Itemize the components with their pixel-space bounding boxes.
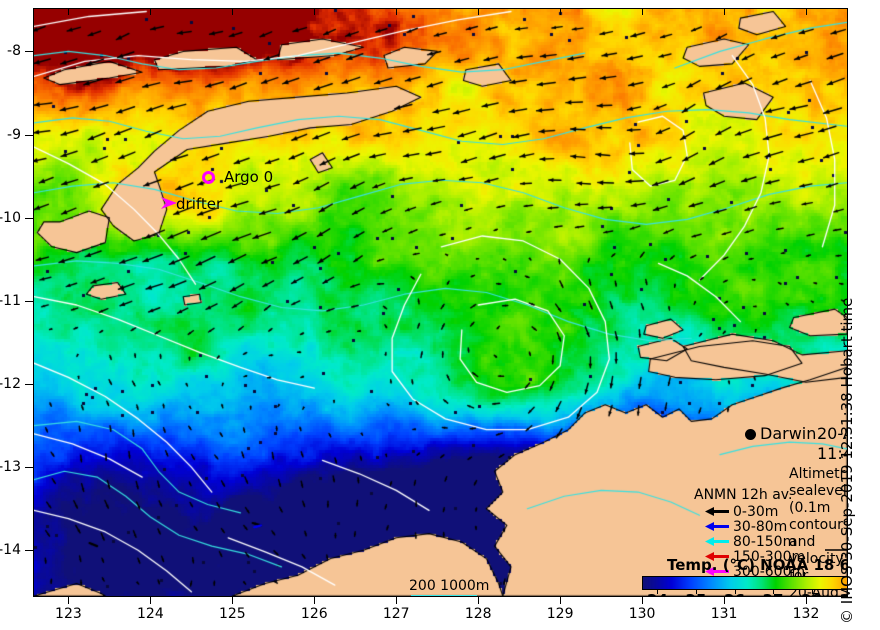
colorbar-title: Temp. (°C) NOAA 18 66% ql>=4 — [667, 556, 847, 574]
info-line: Altimetric sealevel — [789, 466, 847, 499]
x-axis-tick — [560, 597, 562, 604]
argo-float-label: Argo 0 — [224, 168, 274, 186]
anmn-legend-label: 30-80m — [733, 518, 788, 535]
colorbar-tick — [657, 590, 659, 594]
x-axis-tick — [150, 597, 152, 604]
x-axis-label: 129 — [546, 606, 574, 622]
colorbar-tick — [811, 590, 813, 594]
depth-arrow-icon — [705, 552, 729, 561]
anmn-legend-label: 80-150m — [733, 533, 797, 550]
bathymetry-contour-swatch — [411, 595, 477, 596]
x-axis-tick — [396, 597, 398, 604]
temperature-colorbar — [642, 576, 847, 590]
argo-float-marker[interactable] — [202, 171, 215, 184]
anmn-legend-item: 300-600m — [694, 563, 806, 580]
x-axis-tick-top — [68, 9, 70, 15]
anmn-legend-title: ANMN 12h av. — [694, 487, 793, 503]
y-axis-label: -9 — [7, 126, 21, 143]
x-axis-tick — [724, 597, 726, 604]
x-axis-label: 125 — [218, 606, 246, 622]
x-axis-label: 127 — [382, 606, 410, 622]
x-axis-tick — [806, 597, 808, 604]
depth-arrow-icon — [705, 522, 729, 531]
observation-time-label: 11:42Z — [817, 444, 847, 463]
x-axis-label: 128 — [464, 606, 492, 622]
bathymetry-contour-label: 200 1000m — [409, 578, 490, 594]
colorbar-gradient — [643, 577, 847, 589]
observation-date-label: 20-Aug-2018 — [817, 424, 847, 443]
y-axis-tick — [25, 467, 33, 469]
y-axis-tick — [25, 134, 33, 136]
x-axis-tick-top — [806, 9, 808, 15]
y-axis-label: -13 — [0, 459, 21, 476]
x-axis-label: 126 — [300, 606, 328, 622]
colorbar-tick — [695, 590, 697, 594]
x-axis-tick — [314, 597, 316, 604]
y-axis-label: -11 — [0, 292, 21, 309]
x-axis-label: 130 — [628, 606, 656, 622]
drifter-label: drifter — [176, 195, 223, 213]
x-axis-tick-top — [724, 9, 726, 15]
drifter-marker[interactable] — [160, 195, 182, 211]
x-axis-tick — [478, 597, 480, 604]
x-axis-tick-top — [560, 9, 562, 15]
depth-arrow-icon — [705, 567, 729, 576]
anmn-legend-item: 30-80m — [694, 518, 805, 535]
y-axis-tick — [25, 217, 33, 219]
depth-arrow-icon — [705, 537, 729, 546]
x-axis-tick — [68, 597, 70, 604]
x-axis-tick-top — [396, 9, 398, 15]
anmn-legend-item: 80-150m — [694, 533, 805, 550]
x-axis-tick-top — [232, 9, 234, 15]
darwin-city-label: Darwin — [760, 424, 817, 443]
anmn-velocity-legend: ANMN 12h av. 0-30m 30-80m — [694, 487, 806, 580]
colorbar-tick — [734, 590, 736, 594]
y-axis-tick — [25, 300, 33, 302]
y-axis-tick — [25, 383, 33, 385]
y-axis-label: -10 — [0, 209, 21, 226]
y-axis-label: -14 — [0, 542, 21, 559]
anmn-legend-label: 300-600m — [733, 563, 806, 580]
depth-arrow-icon — [705, 507, 729, 516]
colorbar-tick-label: 27 — [763, 591, 784, 596]
info-line: 20-Aug 11Z — [789, 585, 839, 597]
colorbar-tick-label: 25 — [686, 591, 707, 596]
velocity-scale-arrow-icon — [825, 549, 847, 551]
colorbar-tick-label: 24 — [647, 591, 668, 596]
anmn-legend-item: 0-30m — [694, 503, 805, 520]
x-axis-tick-top — [150, 9, 152, 15]
x-axis-tick-top — [314, 9, 316, 15]
colorbar-tick-label: 29 — [840, 591, 847, 596]
info-line: (0.1m contours) — [789, 500, 847, 533]
y-axis-tick — [25, 51, 33, 53]
darwin-city-dot — [745, 429, 756, 440]
anmn-legend-item: 150-300m — [694, 548, 806, 565]
x-axis-label: 132 — [792, 606, 820, 622]
anmn-legend-label: 150-300m — [733, 548, 806, 565]
y-axis-tick — [25, 550, 33, 552]
x-axis-label: 131 — [710, 606, 738, 622]
colorbar-tick-label: 26 — [724, 591, 745, 596]
x-axis-tick-top — [642, 9, 644, 15]
y-axis-label: -12 — [0, 375, 21, 392]
x-axis-tick-top — [478, 9, 480, 15]
colorbar-tick — [773, 590, 775, 594]
x-axis-tick — [642, 597, 644, 604]
anmn-legend-label: 0-30m — [733, 503, 779, 520]
x-axis-label: 123 — [55, 606, 82, 622]
imos-credit-text: © IMOS 30-Sep-2019 12:31:38 Hobart time — [838, 297, 856, 624]
y-axis-label: -8 — [7, 43, 21, 60]
x-axis-label: 124 — [137, 606, 164, 622]
colorbar-tick-label: 28 — [801, 591, 822, 596]
map-plot-area[interactable]: Argo 0 drifter Darwin 20-Aug-2018 11:42Z… — [33, 8, 848, 597]
x-axis-tick — [232, 597, 234, 604]
